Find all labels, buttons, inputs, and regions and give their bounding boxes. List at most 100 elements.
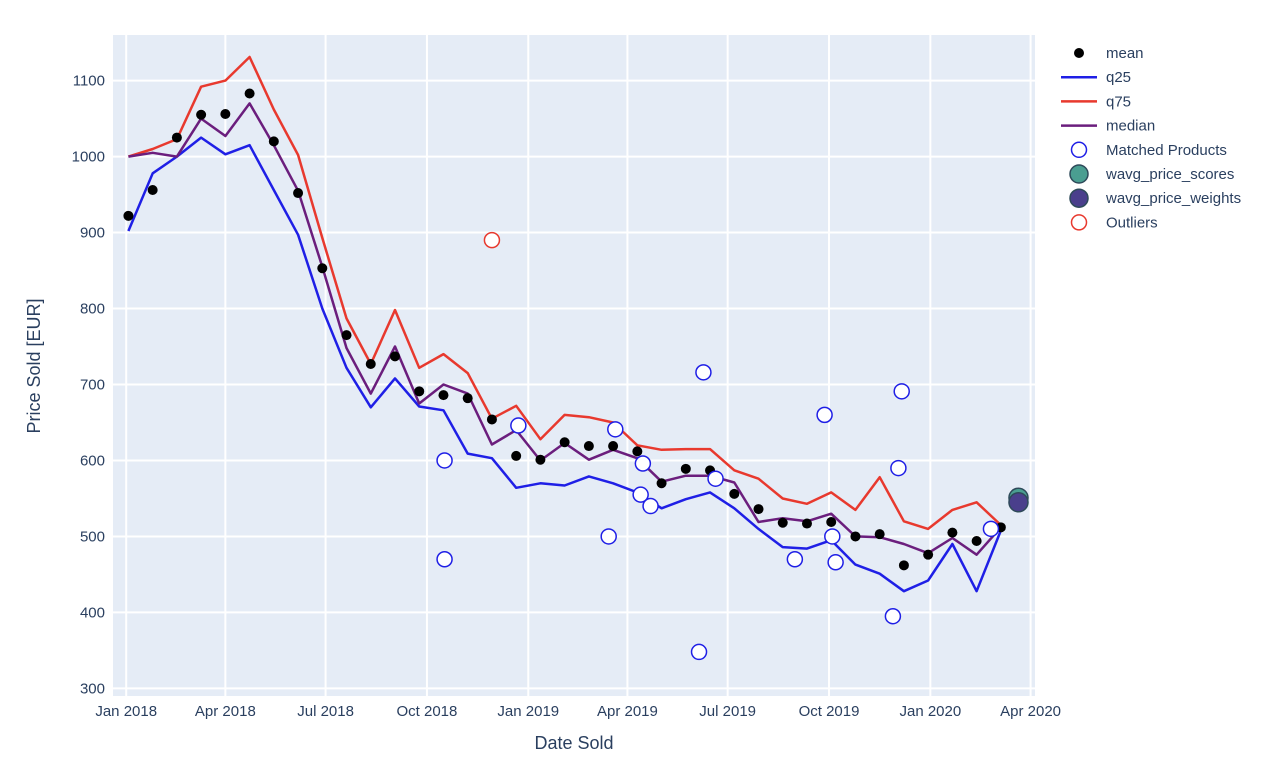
legend-label: wavg_price_weights: [1105, 190, 1241, 207]
y-tick-label: 1100: [73, 73, 105, 90]
q75-line: [128, 55, 1002, 531]
legend-label: mean: [1106, 45, 1144, 62]
matched-products-point: [827, 554, 844, 571]
matched-products-point: [510, 417, 527, 434]
y-tick-label: 300: [80, 680, 105, 697]
x-axis-ticks: Jan 2018 Apr 2018 Jul 2018 Oct 2018 Jan 2019…: [95, 703, 1061, 720]
x-tick-label: Oct 2018: [397, 703, 458, 720]
legend-item-wavg-price-weights: wavg_price_weights: [1069, 188, 1241, 208]
matched-products-point: [642, 497, 659, 515]
y-tick-label: 600: [80, 452, 105, 469]
matched-products-point: [695, 364, 712, 381]
mean-point: [874, 529, 885, 540]
mean-point: [753, 504, 764, 515]
mean-point: [583, 441, 594, 452]
matched-products-point: [436, 550, 453, 568]
y-axis-title: Price Sold [EUR]: [24, 298, 44, 433]
x-tick-label: Oct 2019: [799, 703, 860, 720]
legend-label: wavg_price_scores: [1105, 166, 1234, 183]
mean-point: [826, 517, 837, 528]
mean-point: [850, 531, 861, 542]
x-tick-label: Jan 2019: [497, 703, 559, 720]
mean-point: [389, 351, 400, 362]
legend-item-matched-products: Matched Products: [1070, 141, 1227, 159]
legend-symbol: [1069, 188, 1089, 208]
mean-point: [171, 132, 182, 143]
matched-products-point: [600, 528, 617, 545]
legend-item-q75: q75: [1061, 93, 1131, 110]
mean-point: [293, 188, 304, 199]
mean-point: [147, 184, 158, 195]
legend-label: q75: [1106, 93, 1131, 110]
x-tick-label: Apr 2019: [597, 703, 658, 720]
mean-point: [462, 393, 473, 404]
legend-label: Outliers: [1106, 214, 1158, 231]
mean-point: [801, 518, 812, 529]
y-tick-label: 500: [80, 528, 105, 545]
matched-products-point: [786, 550, 804, 568]
y-axis-ticks: 300 400 500 600 700 800 900 1000 1100: [72, 73, 105, 698]
legend-symbol: [1074, 48, 1084, 58]
mean-point: [438, 390, 449, 401]
mean-point: [559, 437, 570, 448]
legend-label: q25: [1106, 69, 1131, 86]
mean-point: [123, 210, 134, 221]
mean-point: [365, 358, 376, 369]
y-tick-label: 400: [80, 604, 105, 621]
mean-point: [244, 88, 255, 99]
legend-symbol: [1070, 141, 1088, 159]
mean-point: [317, 263, 328, 274]
x-tick-label: Jan 2020: [899, 703, 961, 720]
matched-products-point: [982, 520, 1000, 538]
mean-point: [777, 517, 788, 528]
matched-products-point: [690, 643, 708, 661]
plot-background: [113, 35, 1035, 696]
matched-products-point: [607, 421, 624, 438]
matched-products-point: [890, 459, 907, 477]
legend: mean q25 q75 median Matched Products wavg_pri…: [1061, 45, 1241, 231]
mean-point: [486, 414, 497, 425]
plot-area: [123, 55, 1029, 661]
matched-products-point: [634, 455, 652, 472]
legend-item-mean: mean: [1074, 45, 1144, 62]
matched-products-point: [884, 607, 902, 625]
legend-label: median: [1106, 118, 1155, 135]
y-tick-label: 700: [80, 376, 105, 393]
x-tick-label: Jul 2018: [297, 703, 354, 720]
matched-products-point: [824, 528, 841, 545]
q25-line: [127, 136, 1003, 593]
x-tick-label: Jul 2019: [699, 703, 756, 720]
legend-item-wavg-price-scores: wavg_price_scores: [1069, 164, 1234, 184]
legend-item-outliers: Outliers: [1070, 214, 1158, 231]
x-tick-label: Jan 2018: [95, 703, 157, 720]
matched-products-point: [893, 383, 910, 400]
mean-point: [632, 446, 643, 457]
matched-products-point: [436, 452, 453, 469]
mean-point: [729, 488, 740, 499]
mean-point: [608, 441, 619, 452]
wavg-price-weights-point: [1008, 492, 1029, 513]
mean-point: [268, 136, 279, 147]
legend-symbol: [1070, 214, 1088, 231]
matched-products-point: [632, 486, 649, 503]
mean-point: [680, 463, 691, 474]
mean-point: [923, 549, 934, 560]
legend-item-q25: q25: [1061, 69, 1131, 86]
mean-point: [656, 478, 667, 489]
outliers-point: [483, 231, 501, 249]
x-axis-title: Date Sold: [534, 733, 613, 753]
y-tick-label: 800: [80, 301, 105, 318]
legend-item-median: median: [1061, 118, 1155, 135]
matched-products-point: [707, 470, 724, 487]
mean-point: [535, 454, 546, 465]
y-tick-label: 900: [80, 225, 105, 242]
mean-point: [511, 450, 522, 461]
mean-point: [196, 109, 207, 120]
x-tick-label: Apr 2020: [1000, 703, 1061, 720]
legend-label: Matched Products: [1106, 142, 1227, 159]
y-tick-label: 1000: [72, 149, 105, 166]
mean-point: [414, 386, 425, 397]
x-tick-label: Apr 2018: [195, 703, 256, 720]
legend-symbol: [1069, 164, 1089, 184]
